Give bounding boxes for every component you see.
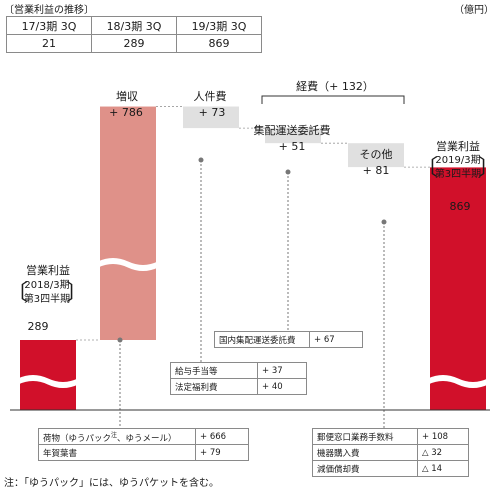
labor-value: + 73 xyxy=(198,106,226,119)
axis-break-mark xyxy=(427,375,489,388)
delivery-title: 集配運送委託費 xyxy=(253,124,331,137)
start-period: 2018/3期 xyxy=(24,280,70,291)
footnote-mark: 注 xyxy=(111,431,118,439)
other-title: その他 xyxy=(359,148,393,161)
expenses-bracket xyxy=(261,95,405,104)
history-value-cell: 289 xyxy=(91,34,177,53)
breakdown-row: 機器購入費 △ 32 xyxy=(312,444,469,461)
leader-dot-delivery xyxy=(285,169,291,175)
bar-4 xyxy=(348,143,404,168)
history-value-cell: 21 xyxy=(6,34,92,53)
breakdown-value: + 666 xyxy=(195,428,249,445)
delivery-value: + 51 xyxy=(278,140,306,153)
end-period-bracket: 〔 2019/3期 第3四半期 〕 xyxy=(416,155,500,181)
end-value: 869 xyxy=(449,200,471,213)
breakdown-item: 法定福利費 xyxy=(170,378,258,395)
other-value: + 81 xyxy=(362,164,390,177)
leader-dot-revenue xyxy=(117,337,123,343)
breakdown-value: + 37 xyxy=(257,362,307,379)
breakdown-item: 郵便窓口業務手数料 xyxy=(312,428,418,445)
unit-label: （億円） xyxy=(454,5,494,16)
leader-dot-labor xyxy=(198,157,204,163)
breakdown-item: 荷物（ゆうパック注、ゆうメール） xyxy=(38,428,196,445)
bar-2 xyxy=(183,106,239,129)
axis-break-mark xyxy=(97,258,159,271)
bar-5 xyxy=(430,167,486,410)
leader-dot-other xyxy=(381,219,387,225)
breakdown-row: 給与手当等 + 37 xyxy=(170,362,307,379)
breakdown-item: 年賀葉書 xyxy=(38,444,196,461)
table-title: 〔営業利益の推移〕 xyxy=(4,5,94,16)
breakdown-row: 年賀葉書 + 79 xyxy=(38,444,249,461)
axis-break-mark xyxy=(17,375,79,388)
labor-breakdown: 給与手当等 + 37 法定福利費 + 40 xyxy=(170,362,307,395)
breakdown-row: 郵便窓口業務手数料 + 108 xyxy=(312,428,469,445)
breakdown-value: + 67 xyxy=(309,331,363,348)
start-period2: 第3四半期 xyxy=(23,294,71,305)
revenue-value: + 786 xyxy=(109,106,143,119)
end-period2: 第3四半期 xyxy=(434,169,482,180)
start-value: 289 xyxy=(27,320,49,333)
history-table: 17/3期 3Q 18/3期 3Q 19/3期 3Q 21 289 869 xyxy=(6,16,262,53)
breakdown-value: △ 32 xyxy=(417,444,469,461)
revenue-breakdown: 荷物（ゆうパック注、ゆうメール） + 666 年賀葉書 + 79 xyxy=(38,428,249,461)
history-value-cell: 869 xyxy=(176,34,262,53)
breakdown-item: 給与手当等 xyxy=(170,362,258,379)
history-header-cell: 19/3期 3Q xyxy=(176,16,262,35)
end-title: 営業利益 xyxy=(436,140,480,153)
end-period: 2019/3期 xyxy=(435,155,481,166)
bar-1 xyxy=(100,106,156,340)
footnote: 注：「ゆうパック」には、ゆうパケットを含む。 xyxy=(4,478,219,489)
history-header-cell: 17/3期 3Q xyxy=(6,16,92,35)
breakdown-value: △ 14 xyxy=(417,460,469,477)
breakdown-row: 国内集配運送委託費 + 67 xyxy=(214,331,363,348)
start-title: 営業利益 xyxy=(26,264,70,277)
revenue-title: 増収 xyxy=(116,90,138,103)
breakdown-row: 荷物（ゆうパック注、ゆうメール） + 666 xyxy=(38,428,249,445)
breakdown-item: 減価償却費 xyxy=(312,460,418,477)
expenses-group-label: 経費（+ 132） xyxy=(296,80,374,93)
labor-title: 人件費 xyxy=(193,90,227,103)
breakdown-value: + 108 xyxy=(417,428,469,445)
breakdown-row: 法定福利費 + 40 xyxy=(170,378,307,395)
breakdown-value: + 40 xyxy=(257,378,307,395)
breakdown-value: + 79 xyxy=(195,444,249,461)
other-breakdown: 郵便窓口業務手数料 + 108 機器購入費 △ 32 減価償却費 △ 14 xyxy=(312,428,469,477)
delivery-breakdown: 国内集配運送委託費 + 67 xyxy=(214,331,363,348)
bar-3 xyxy=(265,128,321,144)
breakdown-item-name: 荷物（ゆうパック xyxy=(43,433,112,444)
breakdown-item: 国内集配運送委託費 xyxy=(214,331,310,348)
breakdown-row: 減価償却費 △ 14 xyxy=(312,460,469,477)
bar-0 xyxy=(20,340,76,410)
start-period-bracket: 〔 2018/3期 第3四半期 〕 xyxy=(6,280,88,306)
breakdown-item-name-cont: 、ゆうメール） xyxy=(117,433,177,444)
breakdown-item: 機器購入費 xyxy=(312,444,418,461)
